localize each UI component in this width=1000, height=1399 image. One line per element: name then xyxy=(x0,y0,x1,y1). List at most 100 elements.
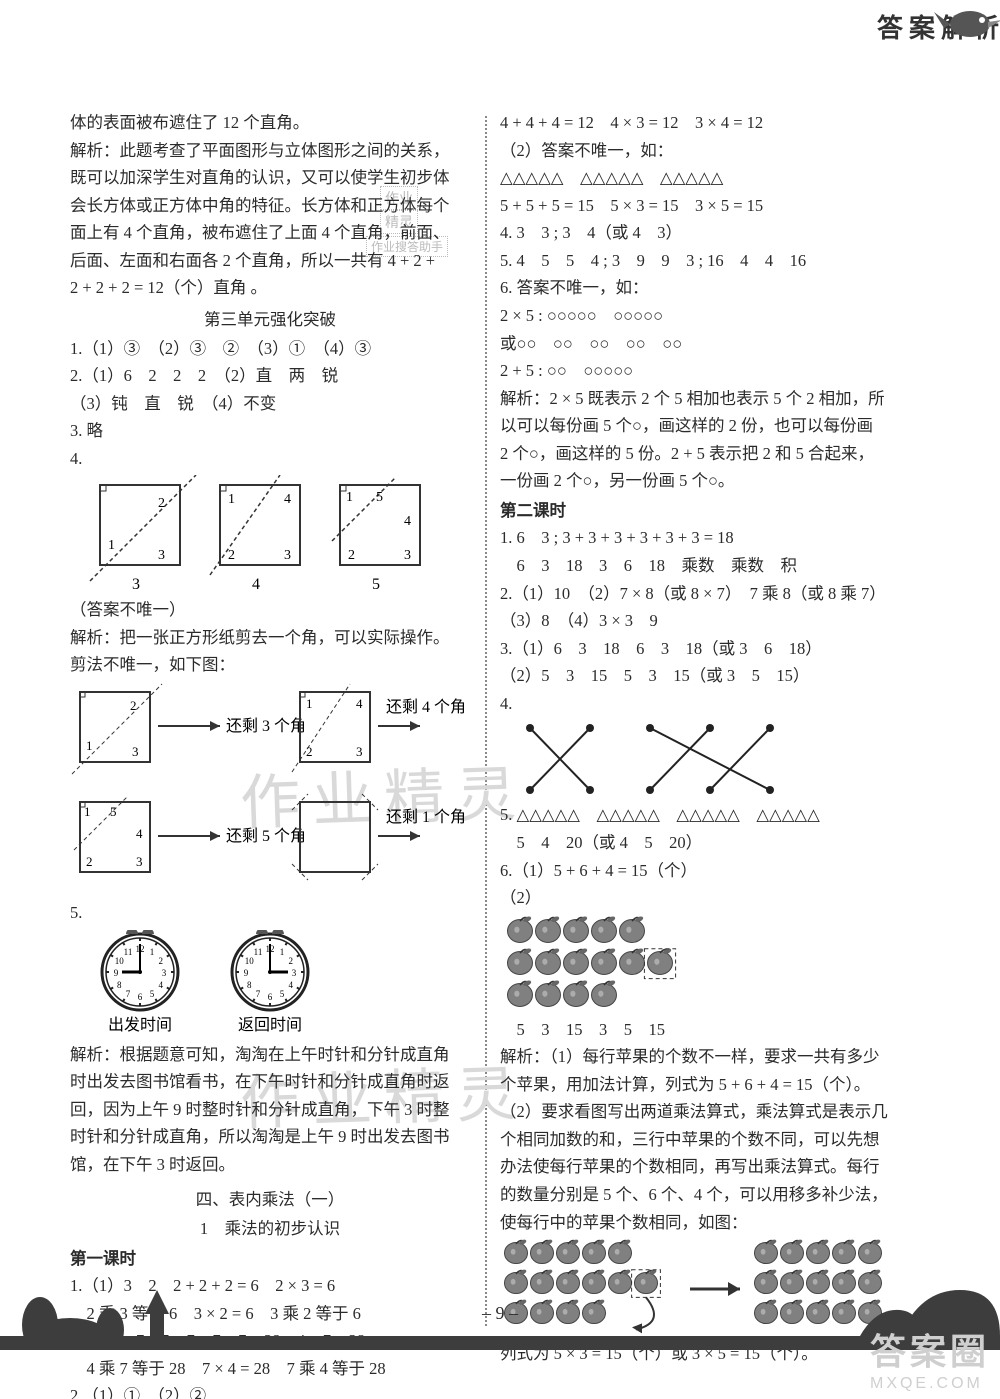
svg-text:9: 9 xyxy=(244,968,249,978)
figure-clocks: 121234567891011 121234567891011 出发时间 返回时… xyxy=(70,930,470,1040)
text: （2）5 3 15 5 3 15（或 3 5 15） xyxy=(500,663,920,689)
text: 面上有 4 个直角，被布遮住了上面 4 个直角，前面、 xyxy=(70,220,470,246)
svg-text:3: 3 xyxy=(356,744,363,759)
svg-text:3: 3 xyxy=(162,968,167,978)
svg-text:返回时间: 返回时间 xyxy=(238,1016,302,1034)
svg-text:5: 5 xyxy=(150,988,155,998)
footer-watermark: 答案圈 MXQE.COM xyxy=(870,1323,990,1393)
svg-text:10: 10 xyxy=(245,956,255,966)
text: 5. xyxy=(70,900,470,926)
text: 2 + 5 : ○○ ○○○○○ xyxy=(500,358,920,384)
footer-wm-small: MXQE.COM xyxy=(870,1375,990,1393)
page-body: 作业 精灵 作业搜答助手 作业精灵 作业精灵 体的表面被布遮住了 12 个直角。… xyxy=(70,50,930,1350)
text: 5 3 15 3 5 15 xyxy=(500,1017,920,1043)
svg-text:还剩 1 个角: 还剩 1 个角 xyxy=(386,808,466,826)
text: 1.（1）③ （2）③ ② （3）① （4）③ xyxy=(70,336,470,362)
text: 回，因为上午 9 时整时针和分针成直角，下午 3 时整 xyxy=(70,1097,470,1123)
svg-text:2: 2 xyxy=(158,496,165,511)
text: （2）要求看图写出两道乘法算式，乘法算式是表示几 xyxy=(500,1099,920,1125)
text: （3）钝 直 锐 （4）不变 xyxy=(70,391,470,417)
svg-text:5: 5 xyxy=(280,988,285,998)
svg-text:9: 9 xyxy=(114,968,119,978)
text: 以可以每份画 5 个○，画这样的 2 份，也可以每份画 xyxy=(500,413,920,439)
text: 的数量分别是 5 个、6 个、4 个，可以用移多补少法， xyxy=(500,1182,920,1208)
text: 6.（1）5 + 6 + 4 = 15（个） xyxy=(500,858,920,884)
svg-text:1: 1 xyxy=(280,947,285,957)
svg-text:5: 5 xyxy=(376,490,383,505)
svg-text:2: 2 xyxy=(348,548,355,563)
svg-text:4: 4 xyxy=(356,696,363,711)
text: （答案不唯一） xyxy=(70,597,470,623)
svg-text:6: 6 xyxy=(138,992,143,1002)
text: 4 乘 7 等于 28 7 × 4 = 28 7 乘 4 等于 28 xyxy=(70,1356,470,1382)
text: △△△△△ △△△△△ △△△△△ xyxy=(500,165,920,191)
text: 时出发去图书馆看书，在下午时针和分针成直角时返 xyxy=(70,1069,470,1095)
text: 4 + 4 + 4 = 12 4 × 3 = 12 3 × 4 = 12 xyxy=(500,110,920,136)
text: （3）8 （4）3 × 3 9 xyxy=(500,608,920,634)
svg-text:5: 5 xyxy=(110,804,117,819)
text: 剪法不唯一，如下图： xyxy=(70,652,470,678)
section-heading: 四、表内乘法（一） xyxy=(70,1187,470,1213)
svg-text:3: 3 xyxy=(132,576,140,593)
svg-text:6: 6 xyxy=(268,992,273,1002)
text: 4. 3 3 ; 3 4（或 4 3） xyxy=(500,220,920,246)
svg-text:1: 1 xyxy=(306,696,313,711)
svg-text:4: 4 xyxy=(252,576,260,593)
svg-text:1: 1 xyxy=(228,492,235,507)
figure-cut-squares: 1 2 3 3 1 4 2 3 4 xyxy=(70,475,470,595)
text: 4. xyxy=(70,446,470,472)
svg-text:2: 2 xyxy=(130,698,137,713)
svg-text:2: 2 xyxy=(306,744,313,759)
figure-matching xyxy=(500,720,920,800)
text: 2.（1）10 （2）7 × 8（或 8 × 7） 7 乘 8（或 8 乘 7） xyxy=(500,581,920,607)
text: 2 × 5 : ○○○○○ ○○○○○ xyxy=(500,303,920,329)
svg-text:4: 4 xyxy=(159,980,164,990)
svg-text:8: 8 xyxy=(117,980,122,990)
text: 解析：此题考查了平面图形与立体图形之间的关系， xyxy=(70,138,470,164)
text: （2）答案不唯一，如： xyxy=(500,138,920,164)
svg-text:1: 1 xyxy=(150,947,155,957)
text: 2.（1）① （2）② xyxy=(70,1383,470,1399)
text: 6 3 18 3 6 18 乘数 乘数 积 xyxy=(500,553,920,579)
text: 馆，在下午 3 时返回。 xyxy=(70,1152,470,1178)
footer-wm-big: 答案圈 xyxy=(870,1323,990,1375)
text: 既可以加深学生对直角的认识，又可以使学生初步体 xyxy=(70,165,470,191)
text: 个苹果，用加法计算，列式为 5 + 6 + 4 = 15（个）。 xyxy=(500,1072,920,1098)
svg-text:1: 1 xyxy=(346,490,353,505)
text: 6. 答案不唯一，如： xyxy=(500,275,920,301)
text: 5. △△△△△ △△△△△ △△△△△ △△△△△ xyxy=(500,802,920,828)
svg-text:8: 8 xyxy=(247,980,252,990)
text: 时针和分针成直角，所以淘淘是上午 9 时出发去图书 xyxy=(70,1124,470,1150)
svg-text:11: 11 xyxy=(124,947,133,957)
svg-text:2: 2 xyxy=(228,548,235,563)
text: 个相同加数的和，三行中苹果的个数不同，可以先想 xyxy=(500,1127,920,1153)
text: （2） xyxy=(500,885,920,911)
svg-text:7: 7 xyxy=(126,988,131,998)
svg-text:1: 1 xyxy=(86,738,93,753)
text: 后面、左面和右面各 2 个直角，所以一共有 4 + 2 + xyxy=(70,248,470,274)
text: 2.（1）6 2 2 2 （2）直 两 锐 xyxy=(70,363,470,389)
text: 使每行中的苹果个数相同，如图： xyxy=(500,1210,920,1236)
text: 一份画 2 个○，另一份画 5 个○。 xyxy=(500,468,920,494)
subsection-heading: 1 乘法的初步认识 xyxy=(70,1216,470,1242)
svg-text:3: 3 xyxy=(404,548,411,563)
svg-text:10: 10 xyxy=(115,956,125,966)
svg-text:2: 2 xyxy=(289,956,294,966)
text: 5. 4 5 5 4 ; 3 9 9 3 ; 16 4 4 16 xyxy=(500,248,920,274)
lesson-heading: 第二课时 xyxy=(500,498,920,524)
svg-text:3: 3 xyxy=(132,744,139,759)
section-heading: 第三单元强化突破 xyxy=(70,307,470,333)
text: 会长方体或正方体中角的特征。长方体和正方体每个 xyxy=(70,193,470,219)
svg-text:1: 1 xyxy=(108,538,115,553)
svg-text:还剩 4 个角: 还剩 4 个角 xyxy=(386,698,466,716)
svg-text:3: 3 xyxy=(284,548,291,563)
figure-cut-explain: 1 2 3 还剩 3 个角 1 4 2 3 xyxy=(70,682,470,902)
text: 或○○ ○○ ○○ ○○ ○○ xyxy=(500,331,920,357)
right-column: 4 + 4 + 4 = 12 4 × 3 = 12 3 × 4 = 12 （2）… xyxy=(500,110,920,1369)
svg-text:3: 3 xyxy=(158,548,165,563)
footer-silhouette xyxy=(0,1280,1000,1350)
svg-text:4: 4 xyxy=(136,826,143,841)
svg-text:4: 4 xyxy=(284,492,291,507)
text: 3. 略 xyxy=(70,418,470,444)
svg-text:还剩 3 个角: 还剩 3 个角 xyxy=(226,717,306,735)
